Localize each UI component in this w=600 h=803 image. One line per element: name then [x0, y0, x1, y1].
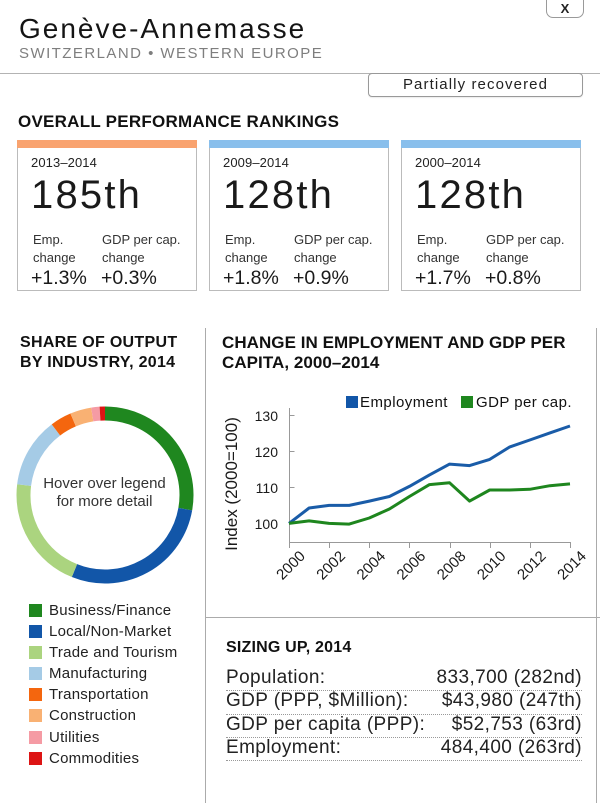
svg-text:2006: 2006 [394, 548, 430, 584]
svg-text:2002: 2002 [313, 548, 349, 584]
svg-text:2012: 2012 [514, 548, 550, 584]
svg-text:Index (2000=100): Index (2000=100) [222, 417, 241, 551]
svg-text:2008: 2008 [434, 548, 470, 584]
svg-text:2004: 2004 [354, 548, 390, 584]
svg-text:2014: 2014 [554, 548, 590, 584]
svg-text:2010: 2010 [474, 548, 510, 584]
svg-text:2000: 2000 [273, 548, 309, 584]
svg-text:120: 120 [255, 444, 279, 460]
svg-text:110: 110 [256, 480, 279, 496]
svg-text:130: 130 [255, 408, 279, 424]
svg-text:100: 100 [255, 516, 279, 532]
